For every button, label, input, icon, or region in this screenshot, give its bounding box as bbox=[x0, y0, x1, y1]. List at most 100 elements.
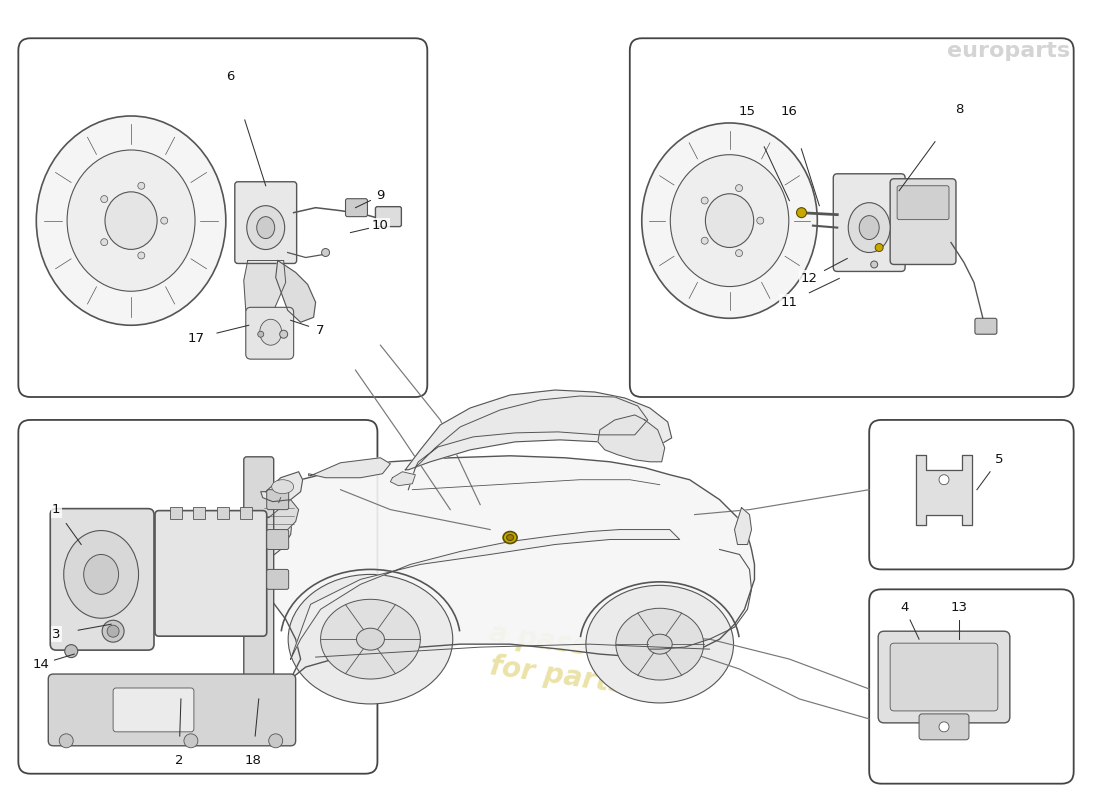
Ellipse shape bbox=[268, 734, 283, 748]
Polygon shape bbox=[290, 530, 680, 659]
Ellipse shape bbox=[84, 554, 119, 594]
Ellipse shape bbox=[104, 192, 157, 250]
Text: 6: 6 bbox=[227, 70, 235, 82]
Polygon shape bbox=[255, 500, 293, 599]
Ellipse shape bbox=[507, 534, 514, 541]
FancyBboxPatch shape bbox=[266, 490, 288, 510]
Ellipse shape bbox=[705, 194, 754, 247]
Ellipse shape bbox=[848, 202, 890, 253]
Text: 10: 10 bbox=[372, 219, 389, 232]
Ellipse shape bbox=[101, 238, 108, 246]
Polygon shape bbox=[916, 455, 972, 525]
Ellipse shape bbox=[321, 249, 330, 257]
Text: europarts: europarts bbox=[947, 42, 1070, 62]
FancyBboxPatch shape bbox=[51, 509, 154, 650]
Ellipse shape bbox=[36, 116, 226, 326]
Text: 13: 13 bbox=[950, 601, 968, 614]
Bar bbox=[240, 506, 252, 518]
Ellipse shape bbox=[757, 217, 763, 224]
Ellipse shape bbox=[939, 722, 949, 732]
Polygon shape bbox=[406, 390, 672, 470]
Ellipse shape bbox=[701, 197, 708, 204]
Ellipse shape bbox=[939, 474, 949, 485]
Text: a passion
for parts: a passion for parts bbox=[482, 619, 638, 699]
FancyBboxPatch shape bbox=[834, 174, 905, 271]
Ellipse shape bbox=[503, 531, 517, 543]
FancyBboxPatch shape bbox=[234, 182, 297, 263]
FancyBboxPatch shape bbox=[898, 186, 949, 220]
Ellipse shape bbox=[138, 252, 145, 259]
Ellipse shape bbox=[102, 620, 124, 642]
Text: 5: 5 bbox=[994, 454, 1003, 466]
Ellipse shape bbox=[65, 645, 78, 658]
Ellipse shape bbox=[796, 208, 806, 218]
Ellipse shape bbox=[871, 261, 878, 268]
Ellipse shape bbox=[138, 182, 145, 190]
FancyBboxPatch shape bbox=[375, 206, 402, 226]
Ellipse shape bbox=[859, 216, 879, 239]
Text: 17: 17 bbox=[187, 332, 205, 345]
Text: 16: 16 bbox=[781, 105, 798, 118]
Ellipse shape bbox=[586, 586, 734, 703]
Text: 12: 12 bbox=[801, 272, 817, 285]
Polygon shape bbox=[258, 500, 298, 539]
Ellipse shape bbox=[647, 634, 672, 654]
Ellipse shape bbox=[184, 734, 198, 748]
FancyBboxPatch shape bbox=[878, 631, 1010, 723]
FancyBboxPatch shape bbox=[266, 530, 288, 550]
Ellipse shape bbox=[101, 196, 108, 202]
Text: 1: 1 bbox=[52, 503, 60, 516]
Polygon shape bbox=[255, 456, 755, 679]
Text: 2: 2 bbox=[175, 754, 184, 767]
Text: 9: 9 bbox=[376, 190, 385, 202]
FancyBboxPatch shape bbox=[975, 318, 997, 334]
Ellipse shape bbox=[736, 250, 743, 257]
Ellipse shape bbox=[107, 626, 119, 637]
FancyBboxPatch shape bbox=[113, 688, 194, 732]
Ellipse shape bbox=[288, 574, 453, 704]
Ellipse shape bbox=[161, 217, 167, 224]
Text: 11: 11 bbox=[781, 296, 798, 309]
FancyBboxPatch shape bbox=[890, 178, 956, 265]
Ellipse shape bbox=[246, 206, 285, 250]
FancyBboxPatch shape bbox=[48, 674, 296, 746]
Ellipse shape bbox=[616, 608, 704, 680]
Text: 14: 14 bbox=[33, 658, 50, 670]
Ellipse shape bbox=[256, 217, 275, 238]
Ellipse shape bbox=[272, 480, 294, 494]
FancyBboxPatch shape bbox=[245, 307, 294, 359]
Ellipse shape bbox=[736, 185, 743, 192]
FancyBboxPatch shape bbox=[890, 643, 998, 711]
Bar bbox=[217, 506, 229, 518]
Ellipse shape bbox=[59, 734, 74, 748]
Text: 18: 18 bbox=[244, 754, 261, 767]
Ellipse shape bbox=[260, 319, 282, 345]
Text: 8: 8 bbox=[955, 102, 964, 115]
Ellipse shape bbox=[67, 150, 195, 291]
Ellipse shape bbox=[701, 238, 708, 244]
Polygon shape bbox=[735, 508, 751, 545]
FancyBboxPatch shape bbox=[345, 198, 367, 217]
Bar bbox=[192, 506, 205, 518]
Polygon shape bbox=[261, 472, 302, 502]
Ellipse shape bbox=[876, 243, 883, 251]
Polygon shape bbox=[598, 415, 664, 462]
FancyBboxPatch shape bbox=[244, 457, 274, 692]
Bar bbox=[170, 506, 182, 518]
Ellipse shape bbox=[670, 154, 789, 286]
Polygon shape bbox=[309, 458, 390, 478]
Polygon shape bbox=[416, 396, 648, 468]
Text: 3: 3 bbox=[52, 628, 60, 641]
Ellipse shape bbox=[641, 123, 817, 318]
Ellipse shape bbox=[279, 330, 288, 338]
FancyBboxPatch shape bbox=[155, 510, 266, 636]
Ellipse shape bbox=[257, 331, 264, 338]
Ellipse shape bbox=[320, 599, 420, 679]
Text: 7: 7 bbox=[317, 324, 324, 337]
Polygon shape bbox=[390, 472, 416, 486]
FancyBboxPatch shape bbox=[920, 714, 969, 740]
Text: 4: 4 bbox=[900, 601, 909, 614]
FancyBboxPatch shape bbox=[266, 570, 288, 590]
Polygon shape bbox=[276, 261, 316, 322]
Ellipse shape bbox=[356, 628, 384, 650]
